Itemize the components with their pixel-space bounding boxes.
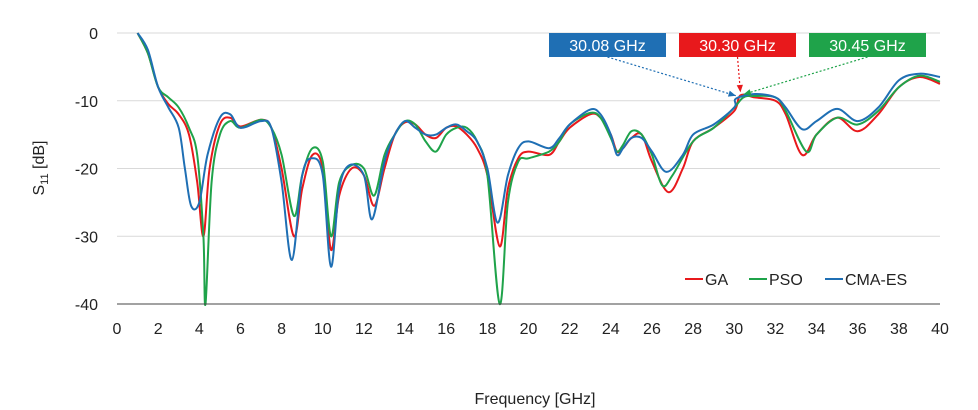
legend-label-pso: PSO: [769, 272, 803, 289]
x-tick-label: 6: [236, 321, 245, 338]
legend-label-cma-es: CMA-ES: [845, 272, 907, 289]
callout-arrowhead-30-08: [727, 90, 736, 97]
y-tick-label: -10: [75, 94, 98, 111]
x-tick-label: 18: [478, 321, 496, 338]
callout-label-30-45: 30.45 GHz: [829, 38, 905, 55]
gridlines: [117, 32, 940, 237]
x-tick-label: 12: [355, 321, 373, 338]
y-axis-title-subscript: 11: [39, 173, 51, 184]
callout-label-30-08: 30.08 GHz: [569, 38, 645, 55]
series-line-cma-es: [136, 32, 941, 268]
x-tick-labels: 0 2 4 6 8 10 12 14 16 18 20 22 24 26 28 30 32 34 36 38 40: [113, 321, 949, 338]
x-tick-label: 2: [154, 321, 163, 338]
legend-label-ga: GA: [705, 272, 728, 289]
x-tick-label: 16: [437, 321, 455, 338]
callout-arrowhead-30-45: [743, 89, 752, 96]
x-tick-label: 36: [849, 321, 867, 338]
series-line-pso: [136, 32, 941, 306]
x-tick-label: 30: [725, 321, 743, 338]
x-tick-label: 26: [643, 321, 661, 338]
callout-arrow-30-45: [743, 56, 868, 95]
x-tick-label: 20: [520, 321, 538, 338]
y-axis-title: S11 [dB]: [31, 141, 51, 196]
x-tick-label: 10: [314, 321, 332, 338]
x-tick-label: 4: [195, 321, 204, 338]
series-lines: [136, 32, 941, 306]
callout-arrow-30-08: [607, 56, 737, 97]
y-tick-label: -40: [75, 297, 98, 314]
y-axis-title-main: S: [31, 185, 48, 196]
y-tick-label: -30: [75, 229, 98, 246]
x-tick-label: 28: [684, 321, 702, 338]
x-tick-label: 0: [113, 321, 122, 338]
callout-box-30-08: [549, 33, 666, 57]
legend: GA PSO CMA-ES: [685, 272, 907, 289]
callout-box-30-45: [809, 33, 926, 57]
callout-arrowhead-30-30: [736, 84, 743, 93]
y-tick-label: -20: [75, 162, 98, 179]
x-axis-title: Frequency [GHz]: [475, 391, 596, 408]
x-tick-label: 24: [602, 321, 620, 338]
x-tick-label: 14: [396, 321, 414, 338]
series-line-ga: [136, 32, 941, 251]
y-axis-title-unit: [dB]: [31, 141, 48, 174]
callout-label-30-30: 30.30 GHz: [699, 38, 775, 55]
frequency-callouts: 30.08 GHz 30.30 GHz 30.45 GHz: [549, 33, 926, 97]
x-tick-label: 34: [808, 321, 826, 338]
callout-box-30-30: [679, 33, 796, 57]
x-tick-label: 8: [277, 321, 286, 338]
x-tick-label: 22: [561, 321, 579, 338]
x-tick-label: 40: [931, 321, 949, 338]
y-tick-label: 0: [89, 26, 98, 43]
x-tick-label: 32: [767, 321, 785, 338]
x-tick-label: 38: [890, 321, 908, 338]
y-tick-labels: 0 -10 -20 -30 -40: [75, 26, 98, 314]
